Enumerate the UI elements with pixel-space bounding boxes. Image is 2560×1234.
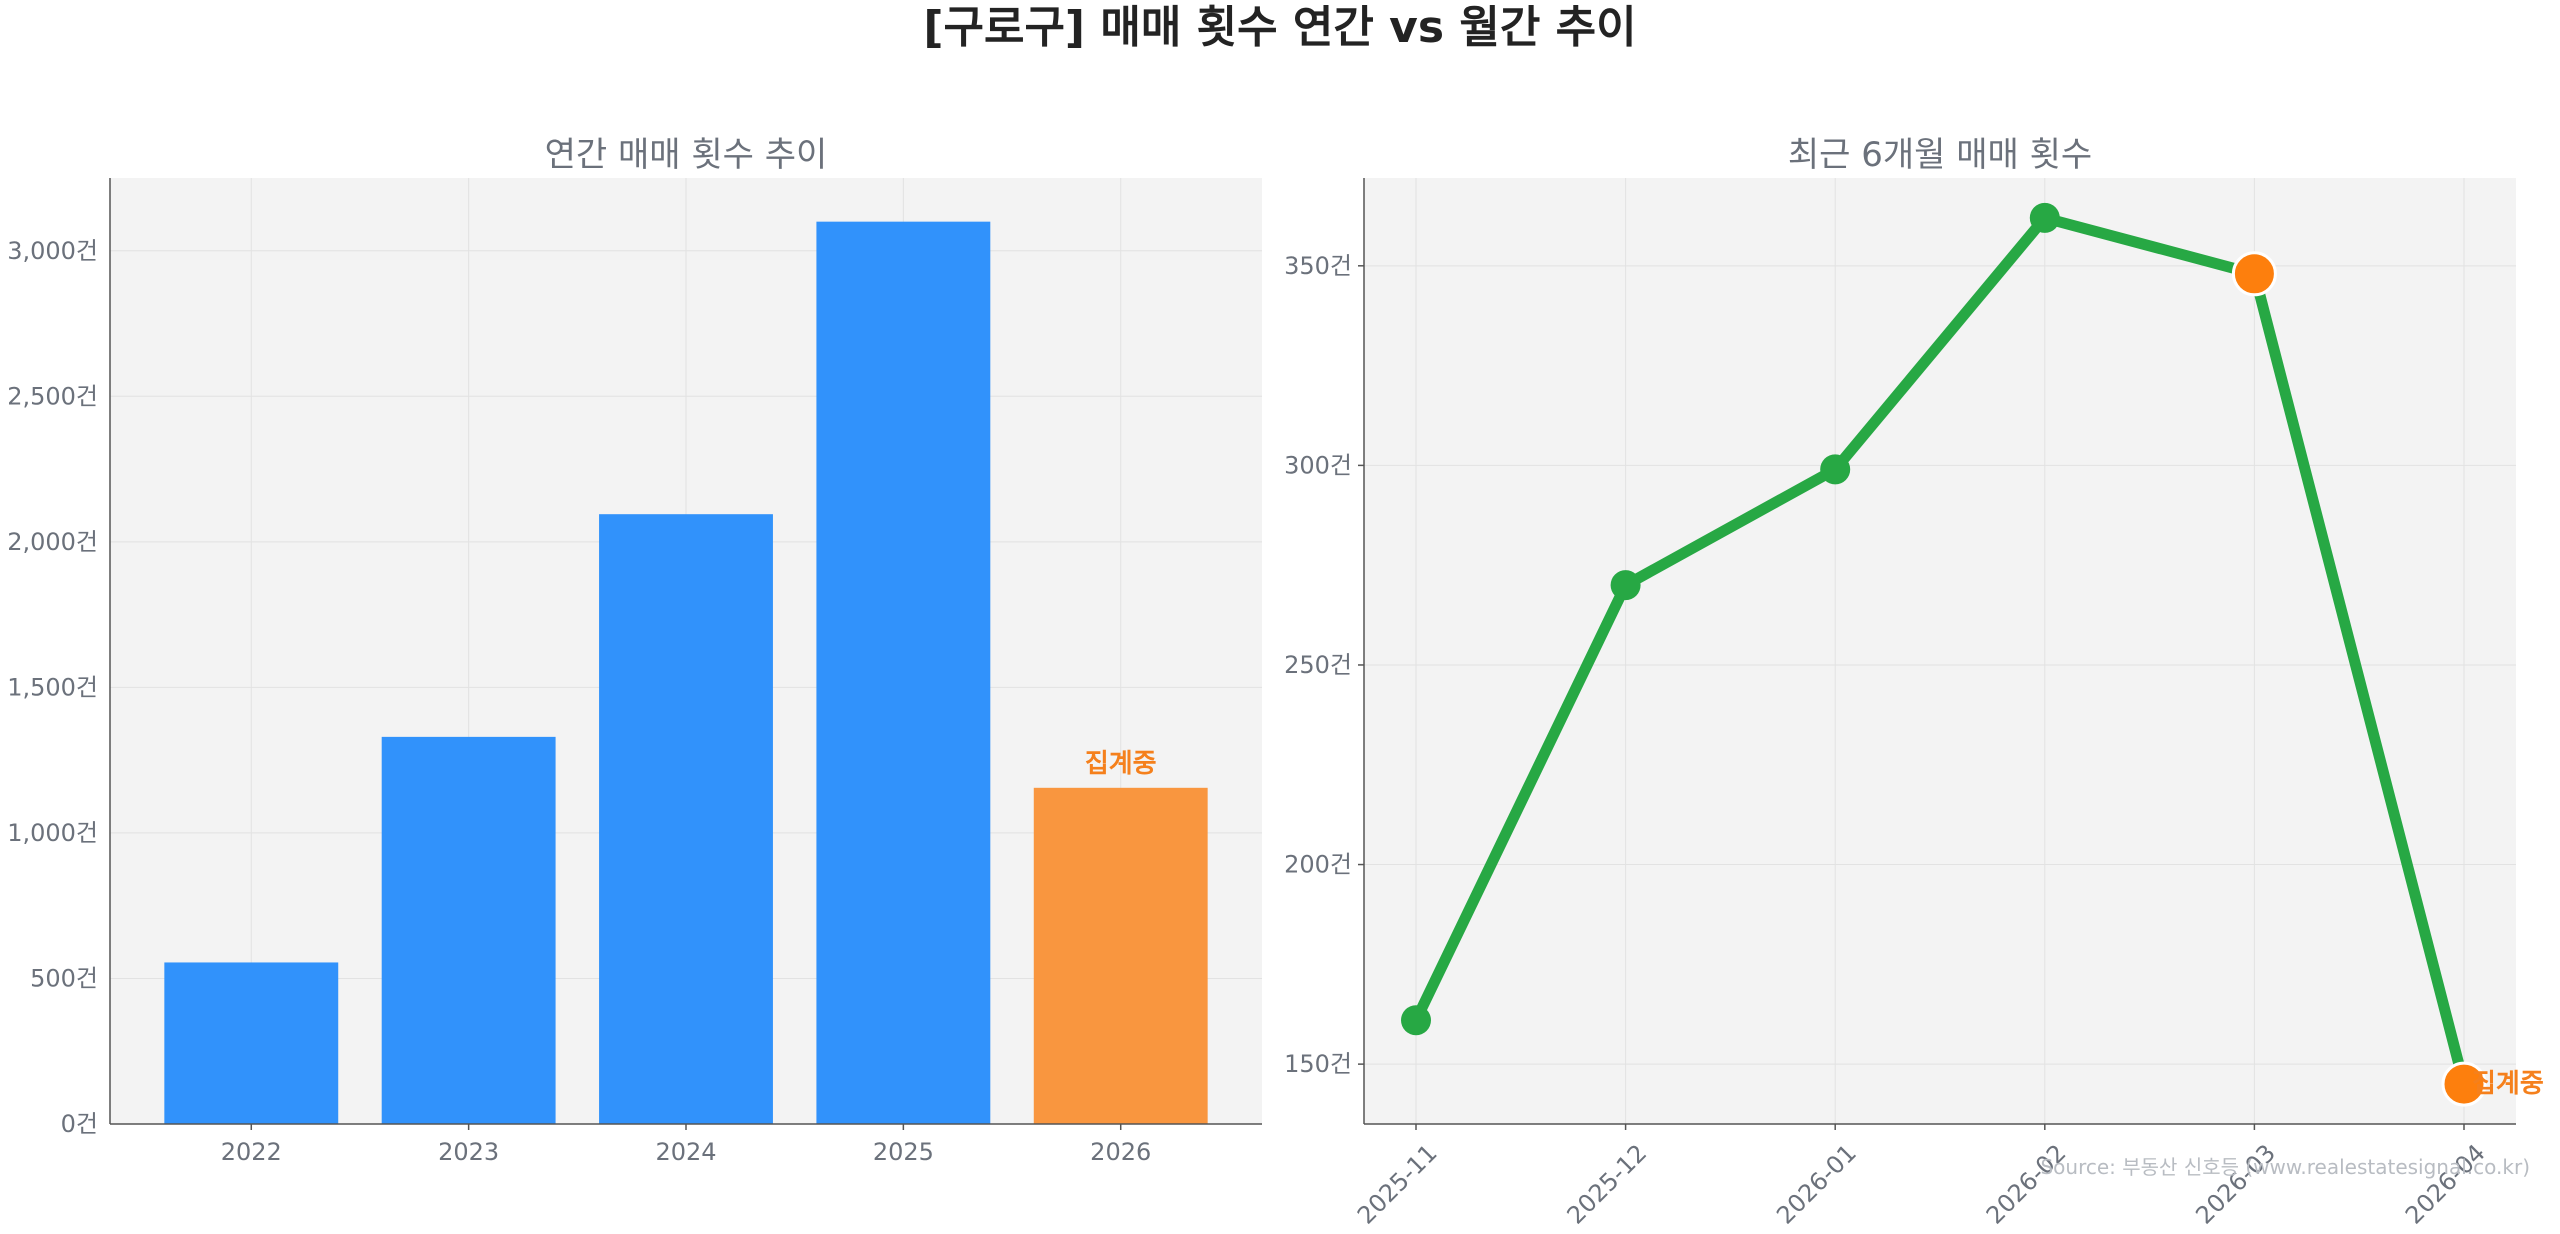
- y-tick-label: 2,000건: [7, 528, 98, 556]
- y-tick-label: 1,000건: [7, 819, 98, 847]
- bar-2022: [164, 962, 339, 1124]
- y-tick-label: 1,500건: [7, 673, 98, 701]
- data-point-2025-12: [1610, 570, 1641, 601]
- x-tick-label: 2025: [873, 1138, 934, 1166]
- data-point-2026-03: [2231, 251, 2277, 297]
- x-tick-label: 2026-04: [2400, 1139, 2491, 1230]
- bar-2023: [381, 736, 556, 1124]
- chart-title: 연간 매매 횟수 추이: [545, 135, 828, 175]
- x-tick-label: 2025-11: [1352, 1139, 1443, 1230]
- x-tick-label: 2026-01: [1771, 1139, 1862, 1230]
- x-tick-label: 2026-02: [1981, 1139, 2072, 1230]
- point-annotation: 집계중: [2472, 1069, 2544, 1099]
- series-line: [1410, 212, 2470, 1090]
- chart-title: 최근 6개월 매매 횟수: [1788, 135, 2092, 175]
- y-tick-label: 0건: [61, 1110, 98, 1138]
- figure-title: [구로구] 매매 횟수 연간 vs 월간 추이: [923, 2, 1636, 53]
- plot-background: [1364, 178, 2516, 1124]
- annual-bar-chart: 0건 500건 1,000건 1,500건 2,000건 2,500건 3,000건 2022…: [7, 135, 1262, 1166]
- x-tick-label: 2025-12: [1562, 1139, 1653, 1230]
- y-tick-label: 250건: [1284, 651, 1352, 679]
- y-tick-label: 3,000건: [7, 237, 98, 265]
- y-tick-label: 150건: [1284, 1050, 1352, 1078]
- x-tick-label: 2022: [221, 1138, 282, 1166]
- source-note: Source: 부동산 신호등 (www.realestatesignal.co…: [2040, 1155, 2530, 1179]
- x-tick-label: 2026-03: [2190, 1139, 2281, 1230]
- data-point-2026-01: [1820, 454, 1851, 485]
- y-tick-label: 2,500건: [7, 382, 98, 410]
- x-tick-label: 2026: [1090, 1138, 1151, 1166]
- y-tick-label: 350건: [1284, 252, 1352, 280]
- y-tick-label: 200건: [1284, 851, 1352, 879]
- bar-2025: [816, 221, 991, 1124]
- x-tick-label: 2024: [655, 1138, 716, 1166]
- y-tick-label: 500건: [30, 964, 98, 992]
- bar-annotation: 집계중: [1085, 749, 1157, 779]
- bar-2024: [599, 514, 773, 1124]
- monthly-line-chart: 150건 200건 250건 300건 350건 2025-11 2025-12 2026-0…: [1284, 135, 2544, 1230]
- data-point-2026-02: [2029, 202, 2060, 233]
- x-tick-label: 2023: [438, 1138, 499, 1166]
- y-tick-label: 300건: [1284, 451, 1352, 479]
- data-point-2025-11: [1401, 1005, 1431, 1036]
- data-point-2026-04: [2441, 1061, 2487, 1107]
- bar-2026: [1033, 787, 1208, 1124]
